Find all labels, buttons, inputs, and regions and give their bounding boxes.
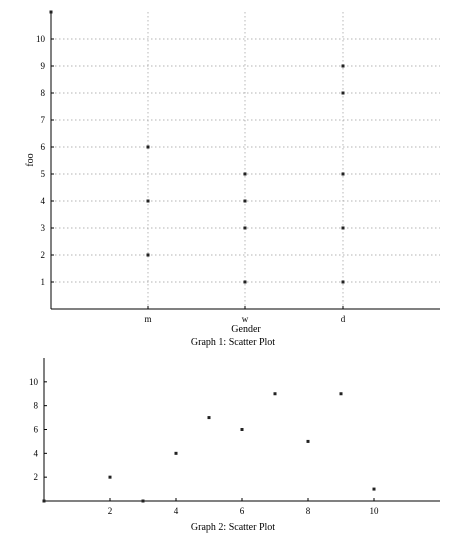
plot1-ticks: 1 2 3 4 5 6 7 8 9 10 m w d (36, 34, 346, 324)
plot1-data-point (146, 199, 150, 203)
plot2-data-point (207, 416, 211, 420)
plot1-y-tick-label: 2 (41, 250, 46, 260)
plot1-data-point (341, 91, 345, 95)
plot1-axis-corner-marker (49, 10, 53, 14)
plot1-caption: Graph 1: Scatter Plot (191, 337, 275, 348)
plot1-data-point (341, 64, 345, 68)
plot1-data-point (341, 280, 345, 284)
plot1-data-point (146, 145, 150, 149)
plot2-x-tick-label: 8 (306, 506, 311, 516)
plot1-x-tick-label: d (341, 314, 346, 324)
plot1-data-point (341, 226, 345, 230)
plot2-data-point (42, 499, 46, 503)
plot2-y-tick-label: 2 (34, 472, 39, 482)
plot1-data-point (243, 280, 247, 284)
plot1-y-tick-label: 8 (41, 88, 46, 98)
plot1-y-axis-label: foo (25, 153, 36, 166)
plot1-y-tick-label: 7 (41, 115, 46, 125)
plot2-ticks: 2 4 6 8 10 2 4 6 8 10 (29, 377, 379, 516)
plot2-data-point (273, 392, 277, 396)
plot2-data-point (240, 428, 244, 431)
plot1-data-point (146, 253, 150, 257)
plot1-x-tick-label: w (242, 314, 249, 324)
plot1-y-tick-label: 6 (41, 142, 46, 152)
plot1-y-tick-label: 4 (41, 196, 46, 206)
plot2-x-tick-label: 2 (108, 506, 113, 516)
plot2-y-tick-label: 4 (34, 448, 39, 458)
plot1-y-tick-label: 1 (41, 277, 46, 287)
plot1-y-tick-label: 10 (36, 34, 46, 44)
plot2-y-tick-label: 6 (34, 425, 39, 435)
plot2-data-point (306, 439, 310, 443)
plot2-x-tick-label: 4 (174, 506, 179, 516)
plot2-data-point (339, 392, 343, 396)
plot1-x-tick-label: m (144, 314, 151, 324)
plot2-data-point (372, 487, 376, 491)
plot1-data-point (341, 172, 345, 176)
plot1-data-point (243, 172, 247, 176)
plot2-y-tick-label: 10 (29, 377, 39, 387)
plot1-y-tick-label: 5 (41, 169, 46, 179)
plot1-y-tick-label: 3 (41, 223, 46, 233)
plot1-y-tick-label: 9 (41, 61, 46, 71)
plot1-x-axis-label: Gender (231, 324, 261, 335)
plot2-data-point (141, 499, 145, 503)
plot1-points (146, 64, 345, 284)
plot2-x-tick-label: 10 (370, 506, 380, 516)
plot2-x-tick-label: 6 (240, 506, 245, 516)
plot2-points (42, 392, 376, 503)
plot2-y-tick-label: 8 (34, 401, 39, 411)
plot2-data-point (108, 475, 112, 479)
plot1-data-point (243, 226, 247, 230)
plot2-caption: Graph 2: Scatter Plot (191, 522, 275, 533)
plot1-data-point (243, 199, 247, 203)
plot1-grid (51, 12, 440, 309)
plot2-data-point (174, 451, 178, 455)
